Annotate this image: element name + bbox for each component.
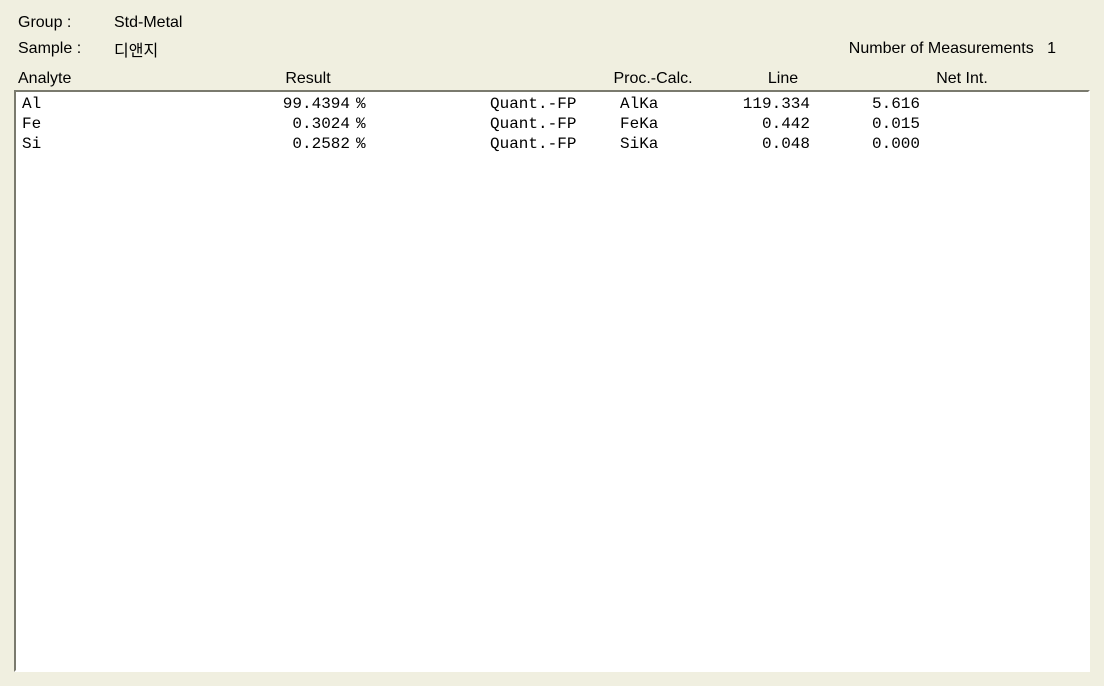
cell-result: 99.4394: [220, 95, 350, 113]
col-header-spacer: [398, 70, 578, 88]
col-header-analyte: Analyte: [18, 70, 218, 88]
cell-line: AlKa: [620, 95, 680, 113]
cell-value2: 5.616: [810, 95, 920, 113]
cell-line: SiKa: [620, 135, 680, 153]
table-row: Fe 0.3024 % Quant.-FP FeKa 0.442 0.015: [20, 114, 1084, 134]
col-header-netint: Net Int.: [838, 70, 1086, 88]
sample-row: Sample : 디앤지 Number of Measurements 1: [18, 36, 1086, 62]
measurements-block: Number of Measurements 1: [849, 40, 1086, 58]
cell-unit: %: [350, 95, 380, 113]
sample-value: 디앤지: [114, 37, 158, 61]
cell-proc: Quant.-FP: [490, 115, 620, 133]
table-row: Si 0.2582 % Quant.-FP SiKa 0.048 0.000: [20, 134, 1084, 154]
cell-value1: 0.442: [680, 115, 810, 133]
col-header-result: Result: [218, 70, 398, 88]
group-label: Group :: [18, 14, 114, 32]
cell-unit: %: [350, 115, 380, 133]
table-row: Al 99.4394 % Quant.-FP AlKa 119.334 5.61…: [20, 94, 1084, 114]
cell-result: 0.3024: [220, 115, 350, 133]
cell-analyte: Fe: [20, 115, 220, 133]
group-row: Group : Std-Metal: [18, 10, 1086, 36]
data-panel: Al 99.4394 % Quant.-FP AlKa 119.334 5.61…: [14, 90, 1090, 672]
cell-analyte: Al: [20, 95, 220, 113]
cell-value1: 119.334: [680, 95, 810, 113]
cell-analyte: Si: [20, 135, 220, 153]
cell-unit: %: [350, 135, 380, 153]
col-header-proccalc: Proc.-Calc.: [578, 70, 728, 88]
measurements-label: Number of Measurements: [849, 40, 1034, 57]
cell-line: FeKa: [620, 115, 680, 133]
group-value: Std-Metal: [114, 14, 182, 32]
cell-proc: Quant.-FP: [490, 135, 620, 153]
col-header-line: Line: [728, 70, 838, 88]
cell-value2: 0.015: [810, 115, 920, 133]
measurements-value: 1: [1047, 40, 1056, 57]
cell-value2: 0.000: [810, 135, 920, 153]
column-headers: Analyte Result Proc.-Calc. Line Net Int.: [14, 66, 1090, 90]
header-section: Group : Std-Metal Sample : 디앤지 Number of…: [14, 8, 1090, 66]
cell-proc: Quant.-FP: [490, 95, 620, 113]
sample-label: Sample :: [18, 40, 114, 58]
cell-result: 0.2582: [220, 135, 350, 153]
cell-value1: 0.048: [680, 135, 810, 153]
